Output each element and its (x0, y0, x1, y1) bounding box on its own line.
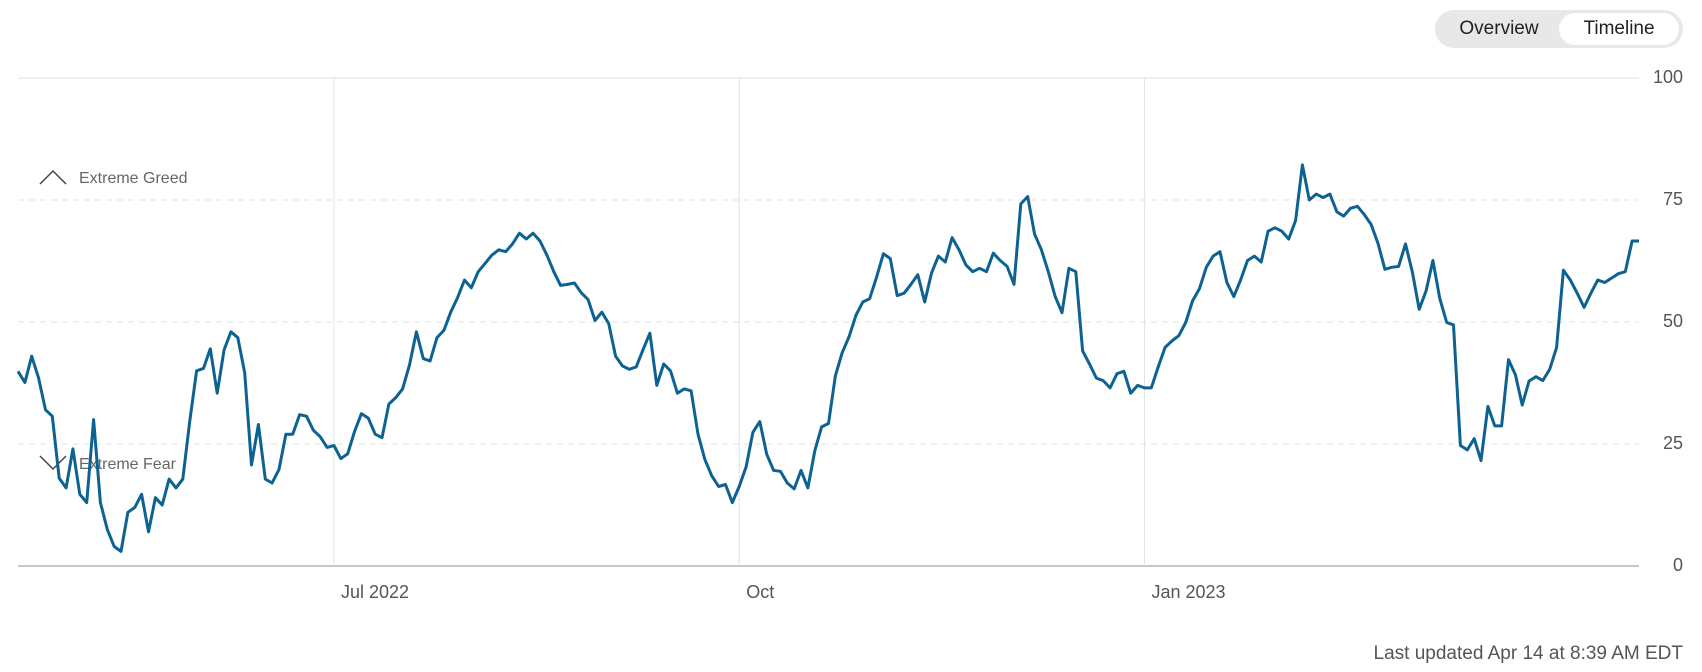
y-tick-label: 0 (1673, 555, 1683, 575)
zone-label: Extreme Fear (79, 456, 177, 473)
y-tick-label: 50 (1663, 311, 1683, 331)
toggle-option[interactable]: Overview (1459, 18, 1539, 39)
x-tick-label: Jan 2023 (1151, 582, 1225, 602)
y-tick-label: 25 (1663, 433, 1683, 453)
y-tick-label: 100 (1653, 67, 1683, 87)
x-tick-label: Oct (746, 582, 774, 602)
fear-icon (39, 455, 67, 471)
line-series (16, 163, 1639, 553)
x-tick-label: Jul 2022 (341, 582, 409, 602)
view-toggle: Overview Timeline (1435, 10, 1683, 48)
zone-label: Extreme Greed (79, 170, 187, 187)
y-tick-label: 75 (1663, 189, 1683, 209)
chart: 0 25 50 75 100 Jul 2022 Oct Jan 2023 Extreme Gre… (16, 67, 1683, 602)
greed-icon (39, 169, 67, 185)
last-updated: Last updated Apr 14 at 8:39 AM EDT (1373, 643, 1683, 664)
toggle-option[interactable]: Timeline (1559, 13, 1679, 45)
